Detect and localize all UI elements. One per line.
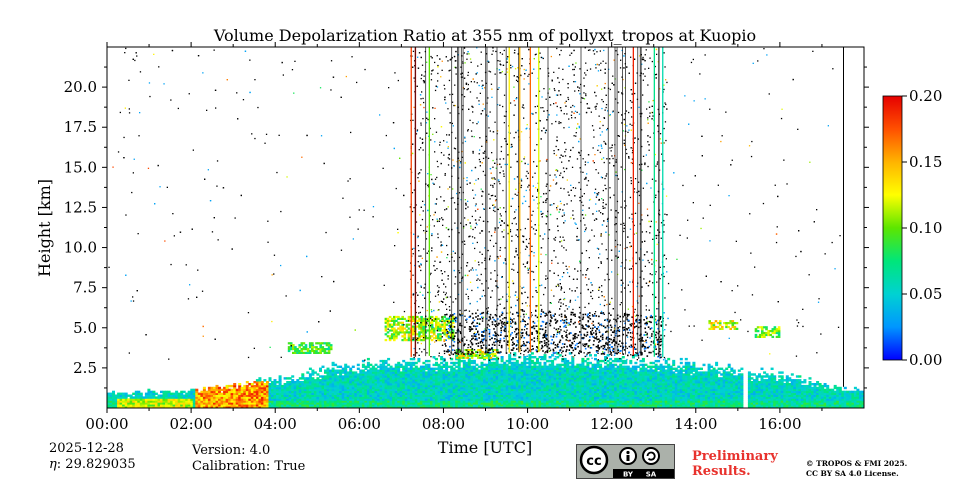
x-tick-label: 12:00 <box>590 415 633 433</box>
cc-circle-icon <box>579 445 609 475</box>
x-tick-label: 16:00 <box>758 415 801 433</box>
y-tick-label: 17.5 <box>64 118 97 136</box>
colorbar-tick-label: 0.05 <box>909 285 942 303</box>
y-tick-label: 2.5 <box>73 359 97 377</box>
copyright-line2: CC BY SA 4.0 License. <box>806 469 899 478</box>
copyright-note: © TROPOS & FMI 2025. CC BY SA 4.0 Licens… <box>806 459 907 479</box>
chart-title: Volume Depolarization Ratio at 355 nm of… <box>213 26 756 45</box>
x-tick-label: 04:00 <box>254 415 297 433</box>
cc-license-badge: cc BY SA <box>576 444 675 479</box>
x-axis: 00:00 02:00 04:00 06:00 08:00 10:00 12:00 14:00… <box>85 42 823 433</box>
date-text: 2025-12-28 <box>49 441 124 456</box>
copyright-line1: © TROPOS & FMI 2025. <box>806 459 908 468</box>
sa-share-icon <box>642 447 660 465</box>
eta-text: 𝜂: 29.829035 <box>49 457 136 473</box>
x-axis-label: Time [UTC] <box>438 438 532 457</box>
colorbar-ticks: 0.00 0.05 0.10 0.15 0.20 <box>902 87 942 369</box>
y-tick-label: 20.0 <box>64 78 97 96</box>
x-tick-label: 14:00 <box>674 415 717 433</box>
calibration-text: Calibration: True <box>192 459 306 474</box>
heatmap-layer <box>107 47 864 408</box>
colorbar-tick-label: 0.20 <box>909 87 942 105</box>
x-tick-label: 02:00 <box>169 415 212 433</box>
preliminary-line2: Results. <box>692 464 751 479</box>
y-tick-label: 5.0 <box>73 319 97 337</box>
colorbar-tick-label: 0.15 <box>909 153 942 171</box>
preliminary-note: Preliminary Results. <box>692 449 778 479</box>
cc-text: cc <box>586 454 601 469</box>
footer-date-block: 2025-12-28 𝜂: 29.829035 <box>49 441 136 473</box>
y-tick-label: 15.0 <box>64 158 97 176</box>
x-tick-label: 06:00 <box>338 415 381 433</box>
sa-label: SA <box>646 471 657 479</box>
by-label: BY <box>623 471 634 479</box>
footer-version-block: Version: 4.0 Calibration: True <box>192 443 305 475</box>
x-tick-label: 10:00 <box>506 415 549 433</box>
eta-symbol: 𝜂 <box>49 457 57 472</box>
x-tick-label: 08:00 <box>422 415 465 433</box>
colorbar-tick-label: 0.00 <box>909 351 942 369</box>
eta-value: : 29.829035 <box>56 457 136 472</box>
y-axis: 2.5 5.0 7.5 10.0 12.5 15.0 17.5 20.0 <box>64 66 869 389</box>
y-tick-label: 10.0 <box>64 239 97 257</box>
y-axis-label: Height [km] <box>35 179 54 277</box>
colorbar-tick-label: 0.10 <box>909 219 942 237</box>
colorbar <box>882 95 903 361</box>
cc-badge-art: cc BY SA <box>579 445 674 479</box>
preliminary-line1: Preliminary <box>692 449 778 464</box>
y-tick-label: 7.5 <box>73 279 97 297</box>
y-tick-label: 12.5 <box>64 198 97 216</box>
x-tick-label: 00:00 <box>85 415 128 433</box>
version-text: Version: 4.0 <box>192 443 271 458</box>
